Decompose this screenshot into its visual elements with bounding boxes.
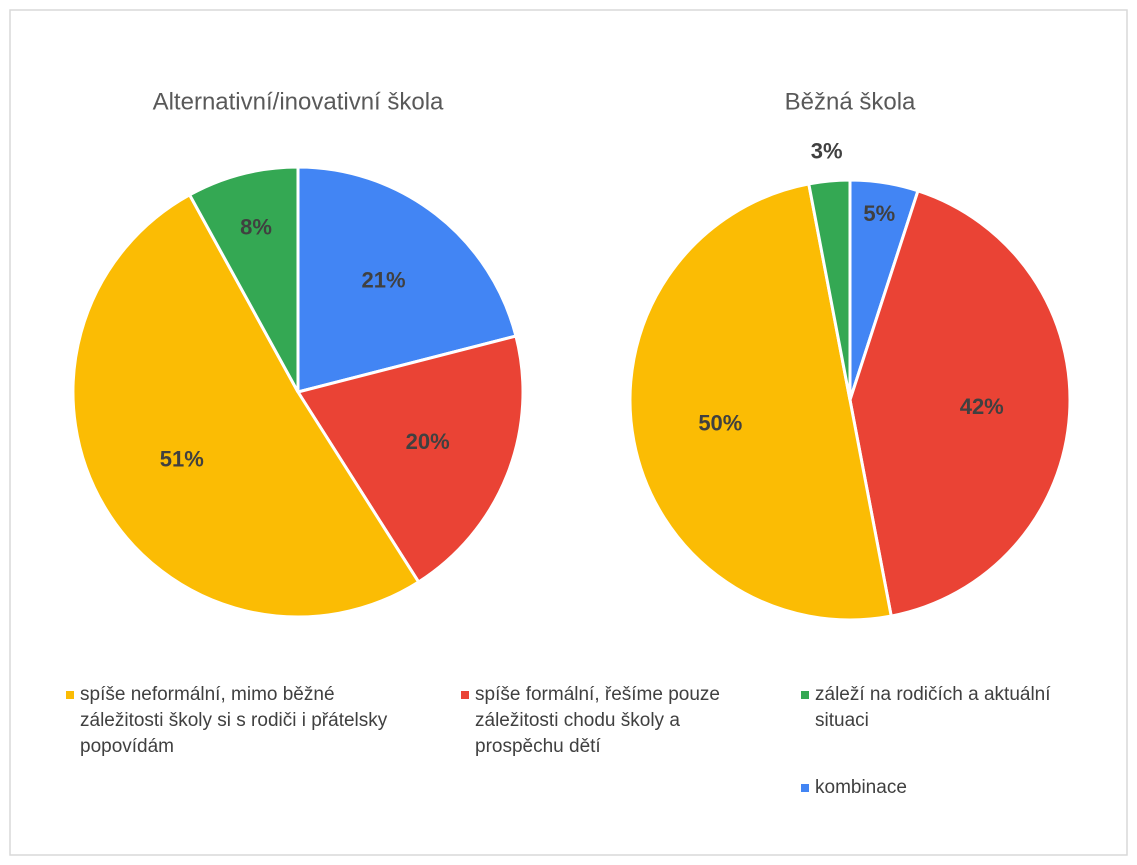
pie-slice (187, 165, 300, 393)
value-label: 20% (406, 429, 450, 454)
value-label: 51% (160, 447, 204, 472)
pie-slice (71, 192, 421, 619)
legend-label: kombinace (815, 777, 907, 798)
pie-slice (807, 178, 852, 401)
value-label: 42% (960, 394, 1004, 419)
chart-title: Běžná škola (785, 88, 916, 115)
pie-slice (295, 334, 525, 585)
value-label: 8% (240, 214, 272, 239)
value-label: 50% (698, 411, 742, 436)
value-label: 3% (811, 138, 843, 163)
legend-label: spíše formální, řešíme pouze záležitosti… (475, 684, 720, 757)
pie-slice (848, 188, 1072, 618)
pie-slice (628, 182, 893, 622)
legend-swatch (801, 784, 809, 792)
legend-swatch (461, 691, 469, 699)
legend-swatch (66, 691, 74, 699)
legend-label: spíše neformální, mimo běžné záležitosti… (80, 684, 388, 757)
pie-slice (296, 165, 518, 394)
value-label: 21% (361, 268, 405, 293)
legend-label: záleží na rodičích a aktuální situaci (815, 684, 1051, 731)
chart-title: Alternativní/inovativní škola (153, 88, 444, 115)
legend-swatch (801, 691, 809, 699)
value-label: 5% (863, 201, 895, 226)
